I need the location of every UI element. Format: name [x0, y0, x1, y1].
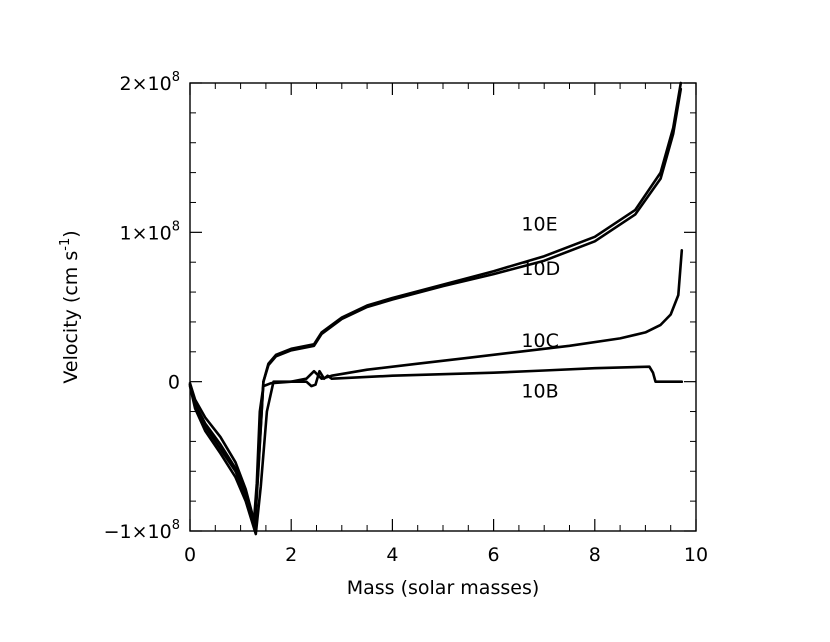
y-tick-exponent: 8 [172, 70, 180, 85]
y-tick-label: 0 [168, 372, 180, 394]
x-tick-labels: 0 2 4 6 8 10 [184, 544, 708, 566]
x-tick-label: 4 [386, 544, 398, 566]
plot-frame [189, 82, 697, 532]
y-tick-exponent: 8 [172, 219, 180, 234]
series-line-10b [188, 365, 684, 525]
y-axis-title-close: ) [60, 230, 82, 237]
x-tick-label: 0 [184, 544, 196, 566]
y-tick-mantissa: −1×10 [104, 521, 172, 543]
y-tick-mantissa: 2×10 [120, 73, 172, 95]
series-label-10b: 10B [521, 381, 558, 403]
series-lines [188, 81, 684, 536]
series-label-10e: 10E [521, 213, 557, 235]
y-axis-title-main: Velocity (cm s [60, 251, 82, 384]
y-axis-title: Velocity (cm s-1) [58, 230, 82, 383]
x-axis-title: Mass (solar masses) [347, 577, 540, 599]
x-tick-label: 6 [488, 544, 500, 566]
y-tick-label: 2×108 [120, 70, 180, 95]
y-tick-label: 1×108 [120, 219, 180, 244]
series-labels: 10E 10D 10C 10B [521, 213, 560, 402]
y-tick-mantissa: 0 [168, 372, 180, 394]
y-axis-title-sup: -1 [58, 238, 73, 251]
x-tick-label: 10 [684, 544, 708, 566]
series-label-10d: 10D [521, 258, 560, 280]
y-tick-mantissa: 1×10 [120, 222, 172, 244]
series-line-10d [188, 87, 683, 525]
y-tick-exponent: 8 [172, 518, 180, 533]
x-tick-label: 2 [285, 544, 297, 566]
axis-ticks [189, 82, 697, 532]
x-tick-label: 8 [589, 544, 601, 566]
series-label-10c: 10C [521, 330, 558, 352]
y-tick-label: −1×108 [104, 518, 180, 543]
